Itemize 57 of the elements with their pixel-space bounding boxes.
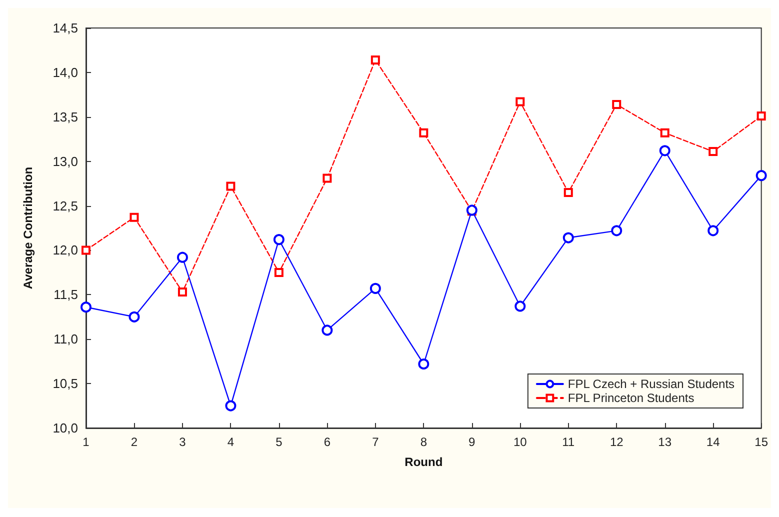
x-tick-label: 13 xyxy=(658,435,672,449)
point xyxy=(514,300,526,312)
y-tick-label: 12,0 xyxy=(52,242,78,258)
x-tick-label: 7 xyxy=(372,435,380,449)
y-tick-label: 11,0 xyxy=(54,332,78,347)
x-tick-label: 14 xyxy=(706,435,720,449)
x-tick-label: 3 xyxy=(179,435,186,449)
point xyxy=(273,234,284,246)
point xyxy=(708,225,719,236)
legend-label: FPL Czech + Russian Students xyxy=(568,377,735,391)
point xyxy=(80,302,92,313)
point xyxy=(322,324,333,336)
point xyxy=(274,268,284,277)
x-tick-label: 12 xyxy=(610,435,624,449)
point xyxy=(226,182,236,191)
point xyxy=(756,112,766,120)
point xyxy=(370,282,381,294)
x-tick-label: 15 xyxy=(754,435,768,449)
x-axis-title: Round xyxy=(404,455,443,469)
point xyxy=(82,246,90,255)
y-tick-label: 11,5 xyxy=(54,287,78,302)
point xyxy=(516,97,525,106)
x-tick-label: 9 xyxy=(468,435,476,449)
y-axis-title: Average Contribution xyxy=(21,166,35,290)
x-tick-label: 11 xyxy=(562,435,575,449)
y-tick-label: 10,0 xyxy=(52,420,78,436)
point xyxy=(418,358,430,370)
point xyxy=(225,400,236,412)
point xyxy=(611,225,622,236)
point xyxy=(178,288,187,296)
y-tick-label: 12,5 xyxy=(52,198,78,214)
point xyxy=(130,212,139,222)
point xyxy=(562,232,574,244)
point xyxy=(322,174,332,183)
x-tick-label: 1 xyxy=(82,435,90,449)
x-tick-label: 4 xyxy=(227,435,234,449)
point xyxy=(756,170,767,182)
y-tick-label: 13,0 xyxy=(52,154,78,169)
y-tick-label: 14,5 xyxy=(52,20,78,36)
x-tick-label: 10 xyxy=(513,435,528,449)
x-tick-label: 6 xyxy=(324,435,331,449)
point xyxy=(128,311,140,322)
point xyxy=(370,56,380,64)
y-tick-label: 14,0 xyxy=(52,64,78,80)
x-tick-label: 2 xyxy=(130,435,138,449)
x-tick-label: 8 xyxy=(420,435,428,449)
point xyxy=(659,145,670,156)
point xyxy=(612,100,622,109)
y-tick-label: 13,5 xyxy=(52,109,78,124)
point xyxy=(708,147,718,156)
y-tick-label: 10,5 xyxy=(52,376,78,392)
point xyxy=(419,128,428,138)
point xyxy=(564,188,573,197)
point xyxy=(660,128,670,138)
x-tick-label: 5 xyxy=(276,435,283,449)
legend-label: FPL Princeton Students xyxy=(568,391,694,405)
point xyxy=(176,252,188,263)
